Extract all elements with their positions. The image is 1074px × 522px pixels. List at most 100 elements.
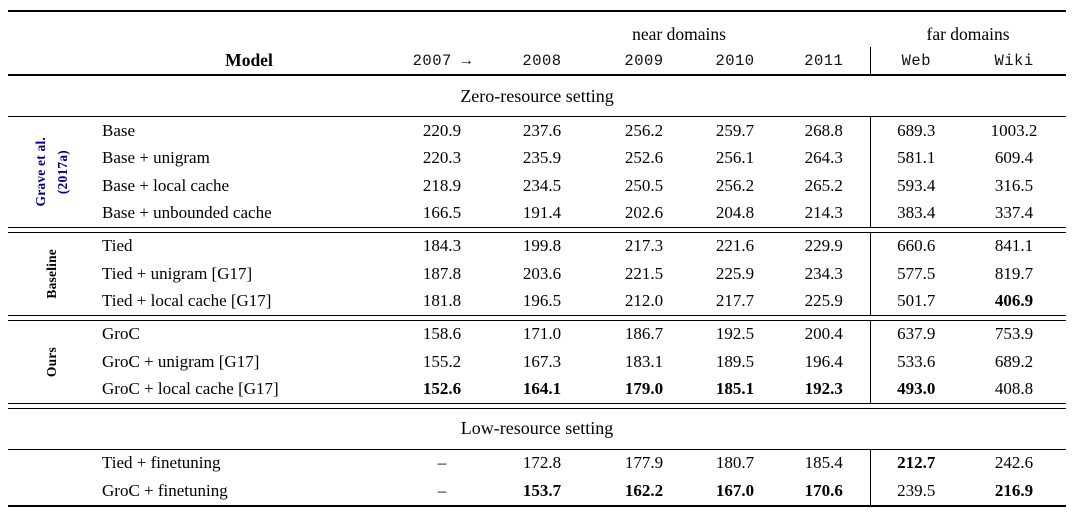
value-cell: 256.2 [624, 120, 664, 140]
value-cell: 593.4 [869, 172, 963, 200]
value-cell: 220.3 [422, 148, 462, 168]
value-cell: – [437, 453, 447, 473]
group-label: Baseline [8, 232, 96, 316]
value-cell: 581.1 [869, 144, 963, 172]
value-cell: 184.3 [422, 236, 462, 256]
value-cell: 265.2 [804, 175, 843, 195]
model-cell: Base + local cache [102, 175, 230, 195]
group-label: Ours [8, 320, 96, 404]
value-cell: 264.3 [804, 148, 843, 168]
value-cell: 166.5 [422, 203, 462, 223]
value-cell: 171.0 [522, 324, 562, 344]
value-cell: 256.1 [715, 148, 755, 168]
group-label-text: (2017a) [54, 149, 70, 195]
value-cell: 185.4 [804, 453, 843, 473]
value-cell: 637.9 [869, 320, 963, 348]
column-header-2009: 2009 [596, 47, 692, 76]
value-cell: – [437, 480, 447, 500]
table-row: Base + unbounded cache 166.5 191.4 202.6 204… [8, 199, 1066, 228]
value-cell: 218.9 [422, 175, 462, 195]
value-cell: 216.9 [994, 480, 1034, 500]
value-cell: 252.6 [624, 148, 664, 168]
value-cell: 203.6 [522, 263, 562, 283]
value-cell: 153.7 [522, 480, 562, 500]
value-cell: 501.7 [869, 287, 963, 316]
value-cell: 268.8 [804, 120, 843, 140]
value-cell: 533.6 [869, 348, 963, 376]
separator-cell [8, 227, 1067, 233]
value-cell: 167.3 [522, 351, 562, 371]
value-cell: 185.1 [715, 379, 755, 399]
model-cell: Tied [102, 236, 133, 256]
model-cell: Base [102, 120, 136, 140]
value-cell: 172.8 [522, 453, 562, 473]
group-label-text: Ours [43, 346, 59, 377]
value-cell: 217.7 [715, 291, 755, 311]
section-heading: Low-resource setting [8, 408, 1067, 450]
value-cell: 609.4 [994, 148, 1034, 168]
column-header-wiki: Wiki [962, 47, 1067, 76]
table-row: GroC + local cache [G17] 152.6 164.1 179.0 1… [8, 375, 1066, 404]
table-row: Baseline Tied 184.3 199.8 217.3 221.6 229.9 660… [8, 232, 1066, 299]
value-cell: 177.9 [624, 453, 664, 473]
section-heading-row: Zero-resource setting [8, 75, 1067, 117]
value-cell: 199.8 [522, 236, 562, 256]
group-label-text: Grave et al. [33, 137, 49, 207]
value-cell: 179.0 [624, 379, 664, 399]
value-cell: 192.5 [715, 324, 755, 344]
value-cell: 819.7 [994, 263, 1034, 283]
group-label [8, 449, 96, 506]
value-cell: 189.5 [715, 351, 755, 371]
value-cell: 383.4 [869, 199, 963, 228]
value-cell: 753.9 [994, 324, 1034, 344]
value-cell: 162.2 [624, 480, 664, 500]
header-spacer [8, 11, 488, 47]
value-cell: 170.6 [804, 480, 843, 500]
value-cell: 221.6 [715, 236, 755, 256]
section-separator-rule [8, 315, 1067, 321]
model-cell: Tied + unigram [G17] [102, 263, 253, 283]
value-cell: 225.9 [804, 291, 843, 311]
value-cell: 220.9 [422, 120, 462, 140]
section-heading: Zero-resource setting [8, 75, 1067, 117]
table-row: GroC + finetuning – 153.7 162.2 167.0 170.6 23… [8, 477, 1066, 506]
group-label-text: Baseline [43, 248, 59, 299]
column-header-2011: 2011 [778, 47, 871, 76]
table-row: Ours GroC 158.6 171.0 186.7 192.5 200.4 637.9 75… [8, 320, 1066, 377]
value-cell: 212.7 [869, 449, 963, 477]
value-cell: 406.9 [994, 291, 1034, 311]
value-cell: 158.6 [422, 324, 462, 344]
value-cell: 221.5 [624, 263, 664, 283]
value-cell: 234.3 [804, 263, 843, 283]
column-header-web: Web [869, 47, 963, 76]
value-cell: 204.8 [715, 203, 755, 223]
near-domains-header: near domains [632, 24, 726, 44]
model-cell: Tied + finetuning [102, 453, 221, 473]
far-domains-header: far domains [926, 24, 1010, 44]
value-cell: 152.6 [422, 379, 462, 399]
table-row: Base + unigram 220.3 235.9 252.6 256.1 264.3 5… [8, 144, 1066, 172]
group-label: Grave et al. (2017a) [8, 117, 96, 228]
table-row: Tied + local cache [G17] 181.8 196.5 212.0 2… [8, 287, 1066, 316]
table-row: Tied + finetuning – 172.8 177.9 180.7 185.4 21… [8, 449, 1066, 477]
value-cell: 259.7 [715, 120, 755, 140]
value-cell: 192.3 [804, 379, 843, 399]
value-cell: 217.3 [624, 236, 664, 256]
value-cell: 689.2 [994, 351, 1034, 371]
table-row: Tied + unigram [G17] 187.8 203.6 221.5 225.9… [8, 260, 1066, 288]
section-separator-rule [8, 403, 1067, 409]
value-cell: 164.1 [522, 379, 562, 399]
value-cell: 239.5 [869, 477, 963, 506]
value-cell: 242.6 [994, 453, 1034, 473]
value-cell: 167.0 [715, 480, 755, 500]
column-header-2007: 2007 → [396, 47, 488, 76]
value-cell: 337.4 [994, 203, 1034, 223]
separator-cell [8, 315, 1067, 321]
model-cell: Base + unigram [102, 148, 210, 168]
value-cell: 202.6 [624, 203, 664, 223]
header-spacer [8, 47, 96, 76]
model-cell: GroC + local cache [G17] [102, 379, 279, 399]
value-cell: 1003.2 [990, 120, 1038, 140]
value-cell: 689.3 [869, 116, 963, 145]
